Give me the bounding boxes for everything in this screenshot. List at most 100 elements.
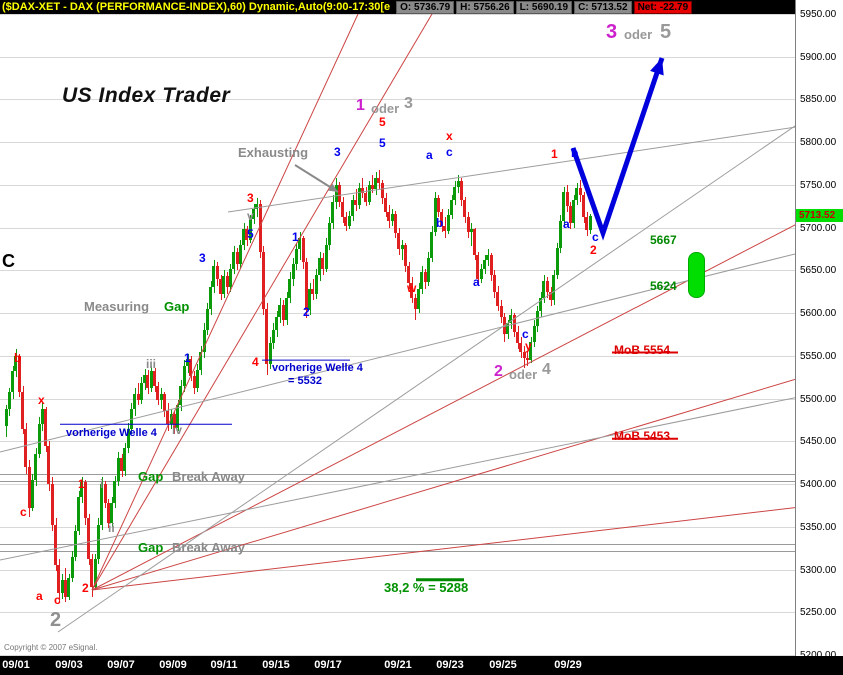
wave-label: i [100,477,104,491]
wave-label: w [407,281,417,295]
wave-label: 1 [551,147,558,161]
candle [324,244,328,269]
y-tick-label: 5700.00 [800,222,837,234]
candle [275,317,279,331]
wave-label: 5624 [650,279,677,293]
y-tick-label: 5550.00 [800,350,837,362]
wave-label: vorherige Welle 4 [66,427,157,439]
x-tick-label: 09/23 [436,659,464,671]
candle [153,371,156,386]
candle [479,268,483,279]
low-value-box: L: 5690.19 [515,0,573,14]
candle [96,525,100,560]
wave-label: 3 [404,95,413,112]
y-tick-label: 5950.00 [800,9,837,20]
candle [337,184,341,202]
candle [162,394,166,412]
y-tick-label: 5850.00 [800,94,837,106]
h-gridline [0,569,795,571]
wave-label: b [436,216,444,230]
wave-label: vorherige Welle 4 [272,362,363,374]
wave-label: 38,2 % = 5288 [384,580,469,595]
h-gridline [0,398,795,400]
y-tick-label: 5500.00 [800,393,837,405]
chart-title: ($DAX-XET - DAX (PERFORMANCE-INDEX),60) … [2,1,391,13]
candle [492,274,496,292]
candle [288,278,292,298]
wave-label: 2 [590,243,597,257]
wave-label: 3 [247,191,254,205]
candle [459,180,463,201]
candle [463,200,467,218]
h-gridline [0,270,795,272]
candle [123,448,127,472]
candle [512,314,516,332]
wave-label: 4 [252,355,259,369]
y-tick-label: 5600.00 [800,308,837,320]
x-tick-label: 09/17 [314,659,342,671]
wave-label: 2 [303,305,310,319]
candle [499,306,503,318]
x-tick-label: 09/29 [554,659,582,671]
price-axis[interactable]: 5950.00 5900.00 5850.00 5800.00 5750.00 5700.… [795,0,843,661]
time-axis[interactable]: 09/01 09/03 09/07 09/09 09/11 09/15 09/17 09/21… [0,656,843,675]
x-tick-label: 09/03 [55,659,83,671]
x-tick-label: 09/01 [2,659,30,671]
candle [565,191,569,207]
candle [327,223,331,245]
x-tick-label: 09/21 [384,659,412,671]
candle [384,197,387,213]
candle [473,229,477,255]
candle [179,385,183,406]
wave-label: Break Away [172,469,245,484]
candle [4,408,8,426]
candle [403,244,407,267]
candle [103,484,107,503]
candle [11,371,15,392]
wave-label: 5 [379,136,386,150]
candle [582,195,585,218]
wave-label: x [446,129,453,143]
x-tick-label: 09/25 [489,659,517,671]
candle [44,408,48,446]
wave-label: 1 [184,351,191,365]
candle [215,266,219,279]
candle [113,480,117,503]
candle [489,255,493,275]
candle [67,578,71,597]
wave-label: Gap [138,469,164,484]
candle [285,297,288,320]
wave-label: c [522,327,529,341]
candle [199,351,203,370]
wave-label: 1 [78,477,85,491]
candle [93,559,97,587]
y-tick-label: 5400.00 [800,479,837,491]
wave-label: Break Away [172,540,245,555]
y-tick-label: 5350.00 [800,521,837,533]
candle [436,197,440,213]
wave-label: MoB 5453 [614,429,671,443]
h-gridline [0,14,795,15]
wave-label: oder [624,27,653,42]
close-value: 5713.52 [591,1,628,13]
candle [516,331,519,344]
candle [37,424,41,455]
candle [532,325,536,343]
x-tick-label: 09/07 [107,659,135,671]
high-label: H: [460,1,471,13]
y-tick-label: 5900.00 [800,51,837,63]
open-value-box: O: 5736.79 [396,0,455,14]
low-label: L: [519,1,530,13]
candle [47,445,51,485]
candle [34,454,38,480]
last-price-tag: 5713.52 [796,209,843,223]
wave-label: 2 [82,581,89,595]
y-tick-label: 5300.00 [800,564,837,576]
x-tick-label: 09/15 [262,659,290,671]
y-tick-label: 5450.00 [800,436,837,448]
wave-label: 1 [356,97,365,114]
candle [558,220,562,249]
h-gridline [0,184,795,186]
gap-level-line [0,543,795,545]
wave-label: x [38,393,45,407]
